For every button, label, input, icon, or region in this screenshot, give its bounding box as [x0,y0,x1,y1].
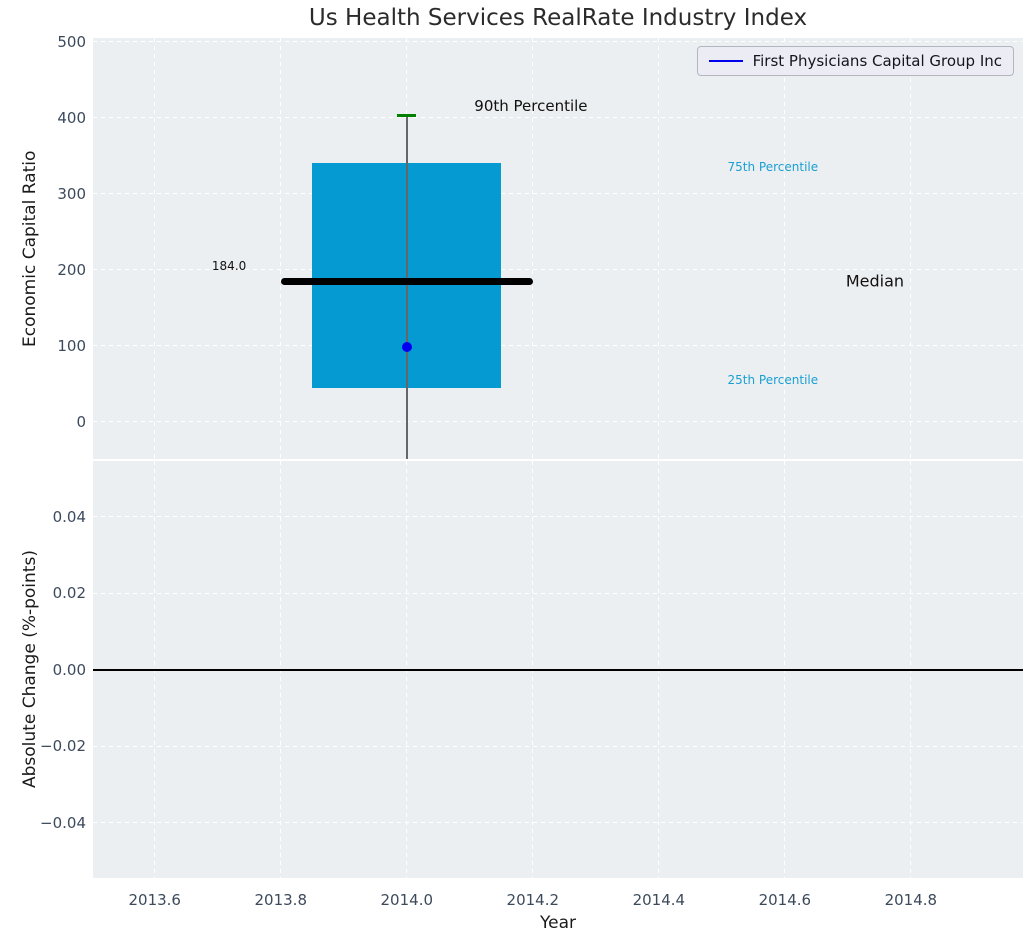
y-tick-label: 400 [57,108,86,127]
legend-line-swatch [708,59,743,63]
median-line [280,278,533,286]
y-tick-label: 0 [76,412,86,431]
top-axes-economic-capital-ratio: First Physicians Capital Group Inc 90th … [93,38,1023,459]
x-tick-label: 2014.6 [758,891,812,909]
percentile-90-cap [397,114,417,117]
legend-label: First Physicians Capital Group Inc [752,52,1002,70]
zero-reference-line [93,669,1023,671]
gridline-vertical [532,38,534,459]
y-tick-label: 100 [57,336,86,355]
gridline-horizontal [93,822,1023,824]
x-tick-label: 2013.6 [128,891,181,909]
annotation: 184.0 [211,258,247,273]
gridline-vertical [658,38,660,459]
x-tick-label: 2013.8 [254,891,308,909]
x-tick-label: 2014.0 [380,891,434,909]
gridline-horizontal [93,269,1023,271]
y-tick-label: 200 [57,260,86,279]
gridline-vertical [280,38,282,459]
y-tick-label: −0.04 [40,813,86,832]
gridline-vertical [910,38,912,459]
gridline-horizontal [93,41,1023,43]
x-axis-label: Year [540,913,576,933]
bottom-axes-absolute-change [93,461,1023,878]
gridline-horizontal [93,421,1023,423]
gridline-horizontal [93,592,1023,594]
y-tick-label: 0.02 [52,584,86,603]
y-tick-label: 300 [57,184,86,203]
y-tick-label: 500 [57,32,86,51]
y-tick-label: 0.04 [52,507,86,526]
gridline-horizontal [93,117,1023,119]
gridline-horizontal [93,516,1023,518]
x-tick-label: 2014.4 [632,891,686,909]
y-tick-label: −0.02 [40,737,86,756]
legend: First Physicians Capital Group Inc [696,46,1014,76]
annotation: 90th Percentile [474,97,588,116]
gridline-horizontal [93,745,1023,747]
annotation: 75th Percentile [727,160,819,175]
boxplot-whisker [406,115,408,459]
x-tick-label: 2014.2 [506,891,560,909]
x-tick-label: 2014.8 [884,891,938,909]
gridline-horizontal [93,193,1023,195]
gridline-vertical [784,38,786,459]
annotation: Median [845,271,905,291]
annotation: 25th Percentile [727,372,819,387]
y-axis-label-top: Economic Capital Ratio [20,150,40,347]
company-data-point [401,342,412,353]
chart-title: Us Health Services RealRate Industry Ind… [308,5,808,31]
y-tick-label: 0.00 [52,660,86,679]
gridline-vertical [154,38,156,459]
gridline-horizontal [93,345,1023,347]
